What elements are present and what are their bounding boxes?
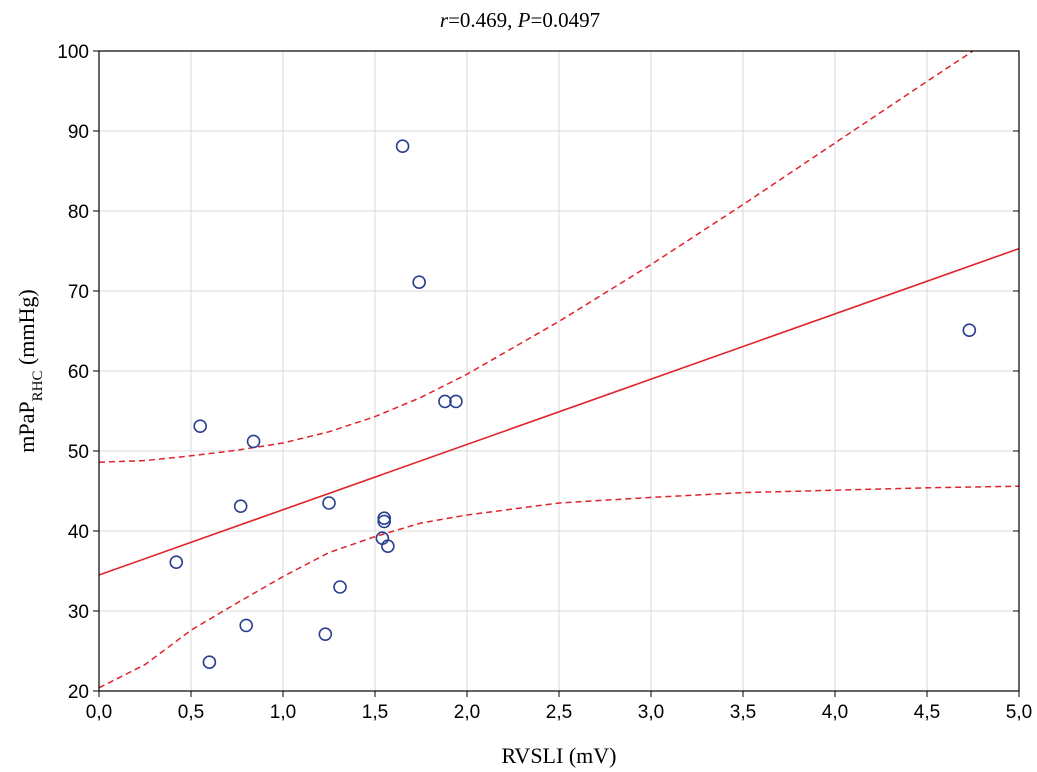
data-point [377,514,392,529]
y-tick-label: 20 [68,682,89,703]
data-point [377,511,392,526]
x-tick-label: 3,5 [730,702,756,723]
confidence-bands [98,50,1020,689]
chart-title: r=0.469, P=0.0497 [440,8,600,32]
data-point [322,496,336,510]
data-point [381,539,395,554]
x-tick-label: 0,0 [86,702,112,723]
data-point [202,655,217,670]
ci-upper-line [98,50,974,463]
x-tick-label: 1,5 [362,702,388,723]
data-point [233,499,248,514]
data-point [246,434,261,449]
x-axis-title: RVSLI (mV) [502,743,617,768]
data-point [395,139,410,153]
grid-lines [98,50,1020,692]
y-tick-label: 50 [68,442,89,463]
data-point [412,275,426,290]
data-point [169,555,184,570]
data-point [193,419,207,434]
data-points [169,139,977,670]
y-tick-label: 80 [68,202,89,223]
x-tick-label: 3,0 [638,702,664,723]
data-point [449,394,463,409]
y-tick-label: 40 [68,522,89,543]
x-tick-label: 0,5 [178,702,204,723]
regression-line-group [98,247,1020,576]
data-point [333,580,347,594]
y-tick-label: 70 [68,282,89,303]
x-tick-label: 2,5 [546,702,572,723]
data-point [318,627,333,642]
x-axis-ticks: 0,0 0,5 1,0 1,5 2,0 2,5 3,0 3,5 4,0 4,5 5,0 [86,691,1032,723]
y-tick-label: 60 [68,362,89,383]
y-tick-label: 100 [57,42,89,63]
x-tick-label: 2,0 [454,702,480,723]
x-tick-label: 4,0 [822,702,848,723]
y-tick-label: 90 [68,122,89,143]
y-axis-ticks: 20 30 40 50 60 70 80 90 100 [57,42,1019,703]
ci-lower-line [98,485,1020,689]
y-axis-title: mPaPRHC (mmHg) [14,289,46,452]
data-point [962,323,977,338]
x-tick-label: 4,5 [914,702,940,723]
regression-line [98,247,1020,576]
x-tick-label: 1,0 [270,702,296,723]
data-point [239,618,253,633]
x-tick-label: 5,0 [1006,702,1032,723]
data-point [438,394,452,409]
y-tick-label: 30 [68,602,89,623]
